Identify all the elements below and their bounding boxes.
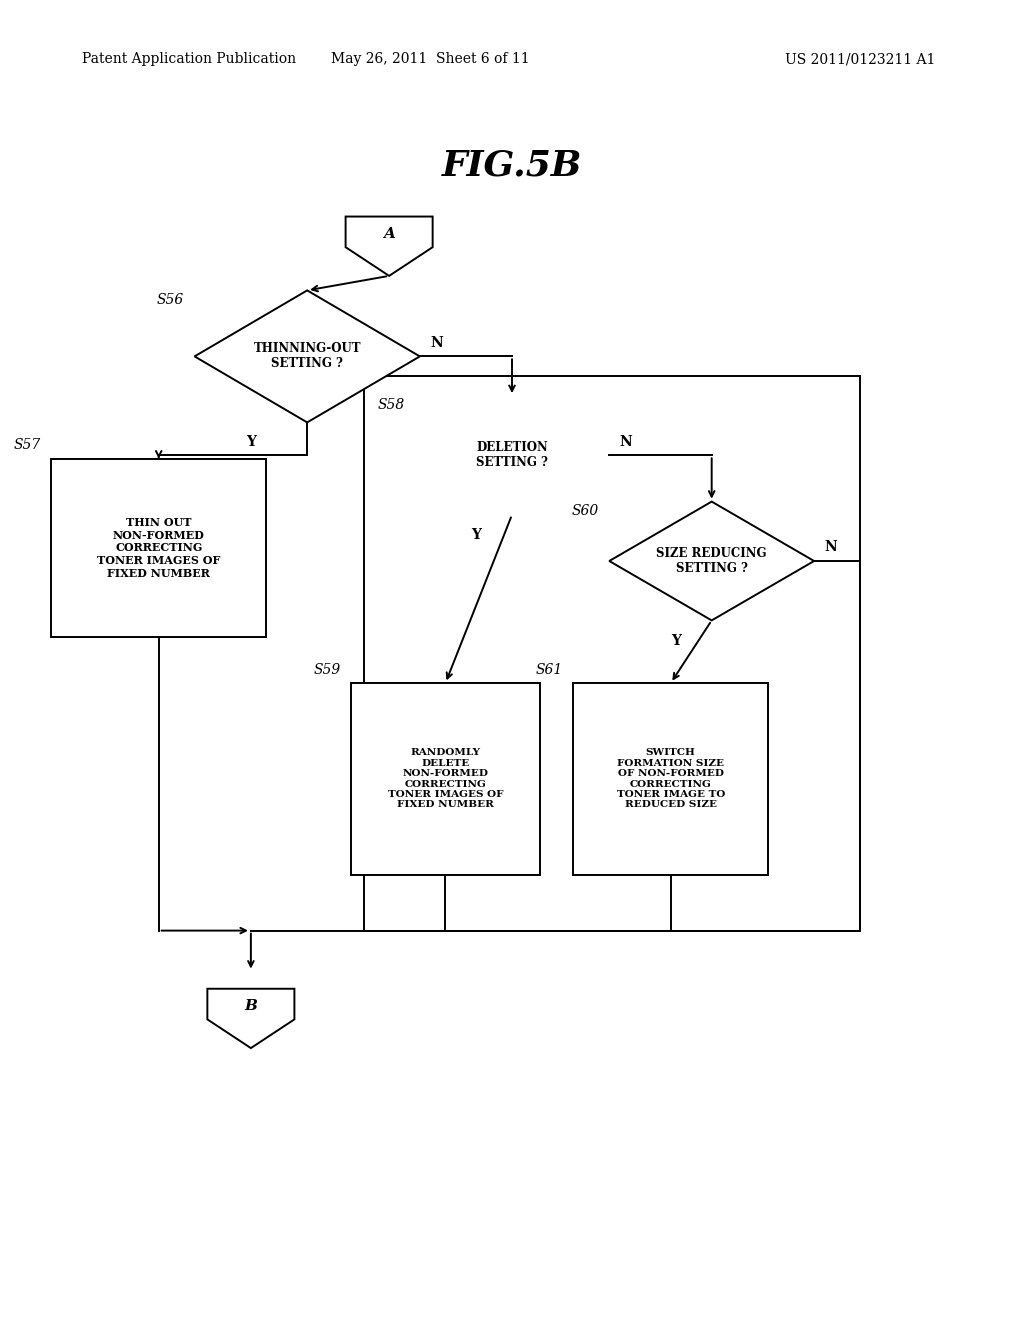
Bar	[573, 684, 768, 875]
Text: S61: S61	[536, 663, 563, 676]
Polygon shape	[195, 290, 420, 422]
Bar	[364, 376, 860, 931]
Bar	[51, 459, 266, 638]
Text: SIZE REDUCING
SETTING ?: SIZE REDUCING SETTING ?	[656, 546, 767, 576]
Text: S59: S59	[313, 663, 340, 676]
Polygon shape	[207, 989, 295, 1048]
Text: SWITCH
FORMATION SIZE
OF NON-FORMED
CORRECTING
TONER IMAGE TO
REDUCED SIZE: SWITCH FORMATION SIZE OF NON-FORMED CORR…	[616, 748, 725, 809]
Polygon shape	[609, 502, 814, 620]
Text: A: A	[383, 227, 395, 240]
Text: RANDOMLY
DELETE
NON-FORMED
CORRECTING
TONER IMAGES OF
FIXED NUMBER: RANDOMLY DELETE NON-FORMED CORRECTING TO…	[388, 748, 503, 809]
Text: S60: S60	[571, 503, 599, 517]
Text: S56: S56	[157, 293, 184, 308]
Text: THINNING-OUT
SETTING ?: THINNING-OUT SETTING ?	[254, 342, 360, 371]
Text: Y: Y	[471, 528, 481, 543]
Text: B: B	[245, 999, 257, 1012]
Polygon shape	[346, 216, 432, 276]
Text: S58: S58	[377, 397, 404, 412]
Bar	[350, 684, 541, 875]
Text: May 26, 2011  Sheet 6 of 11: May 26, 2011 Sheet 6 of 11	[331, 53, 529, 66]
Text: N: N	[430, 335, 442, 350]
Text: S57: S57	[13, 438, 41, 451]
Text: US 2011/0123211 A1: US 2011/0123211 A1	[785, 53, 935, 66]
Text: Patent Application Publication: Patent Application Publication	[82, 53, 296, 66]
Text: THIN OUT
NON-FORMED
CORRECTING
TONER IMAGES OF
FIXED NUMBER: THIN OUT NON-FORMED CORRECTING TONER IMA…	[97, 516, 220, 579]
Text: FIG.5B: FIG.5B	[441, 148, 583, 182]
Text: Y: Y	[246, 434, 256, 449]
Text: N: N	[620, 434, 632, 449]
Text: DELETION
SETTING ?: DELETION SETTING ?	[476, 441, 548, 470]
Text: N: N	[824, 540, 837, 554]
Text: Y: Y	[671, 634, 681, 648]
